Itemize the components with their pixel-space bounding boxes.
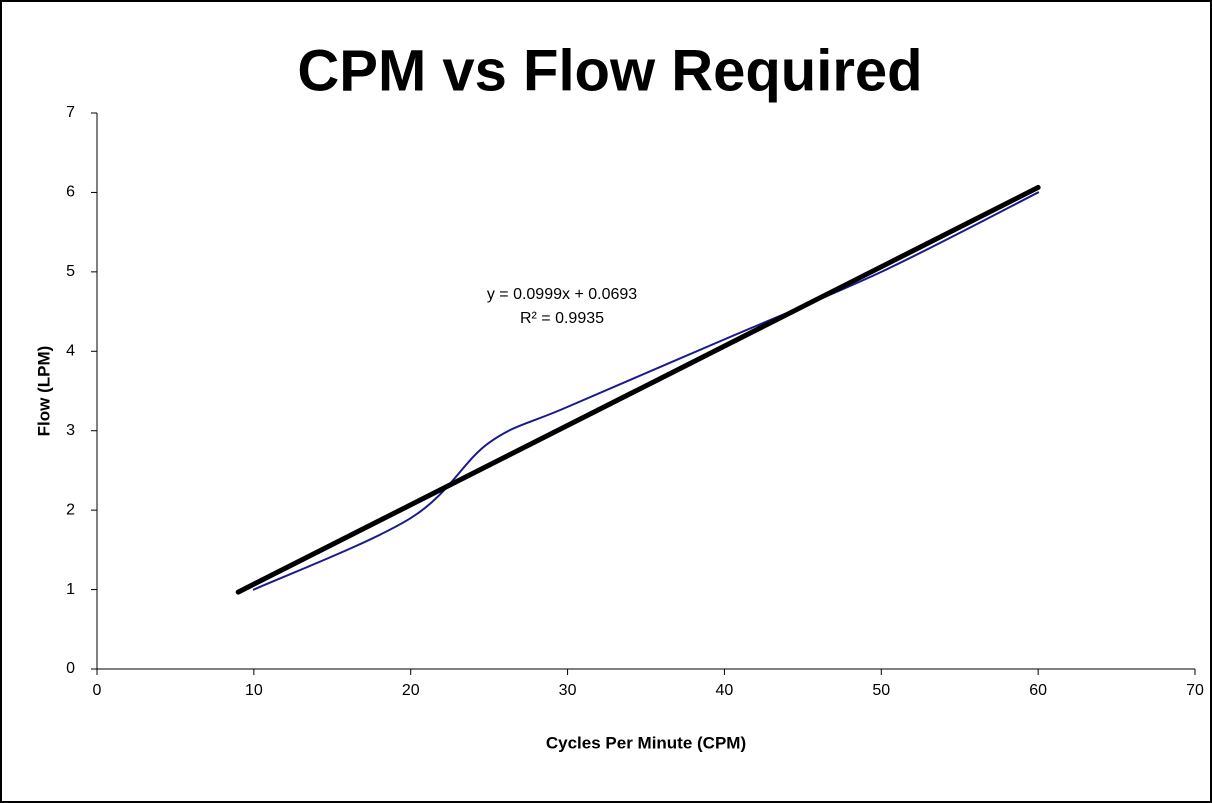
x-tick-label: 70 (1186, 682, 1204, 699)
x-tick-label: 10 (245, 682, 263, 699)
chart-title: CPM vs Flow Required (297, 38, 922, 103)
x-tick-label: 40 (716, 682, 734, 699)
y-axis-label: Flow (LPM) (34, 346, 53, 437)
x-tick-label: 30 (559, 682, 577, 699)
x-axis-label: Cycles Per Minute (CPM) (546, 733, 746, 752)
trendline (235, 184, 1041, 595)
y-tick-label: 0 (66, 660, 75, 677)
x-tick-label: 50 (872, 682, 890, 699)
y-tick-label: 7 (66, 104, 75, 121)
y-tick-label: 3 (66, 422, 75, 439)
data-line (252, 191, 1040, 591)
x-tick-label: 20 (402, 682, 420, 699)
trendline-equation: y = 0.0999x + 0.0693 (487, 286, 637, 303)
r-squared: R² = 0.9935 (520, 310, 604, 327)
x-tick-label: 0 (93, 682, 102, 699)
y-tick-label: 4 (66, 343, 75, 360)
y-tick-label: 6 (66, 184, 75, 201)
x-tick-label: 60 (1029, 682, 1047, 699)
y-tick-label: 5 (66, 263, 75, 280)
y-tick-label: 2 (66, 501, 75, 518)
y-tick-label: 1 (66, 581, 75, 598)
